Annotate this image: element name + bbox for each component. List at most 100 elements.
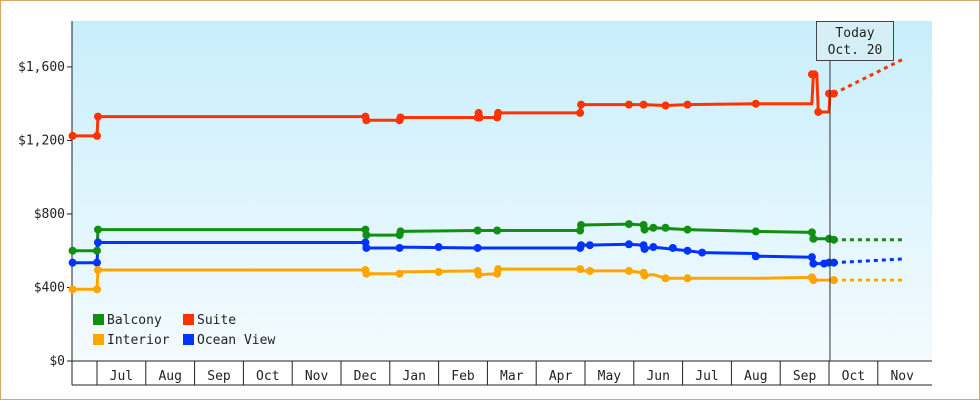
x-tick-label: Jan [402, 369, 425, 384]
data-point-ocean-view [807, 253, 816, 262]
x-tick-label: Apr [549, 369, 573, 384]
data-point-suite [810, 70, 819, 79]
data-point-ocean-view [93, 238, 102, 247]
data-point-suite [93, 112, 102, 121]
data-point-interior [576, 265, 585, 274]
data-point-ocean-view [809, 259, 818, 268]
data-point-balcony [751, 227, 760, 236]
data-point-balcony [68, 246, 77, 255]
data-point-ocean-view [624, 240, 633, 249]
data-point-ocean-view [362, 243, 371, 252]
x-tick-label: Aug [744, 369, 767, 384]
plot-area [72, 21, 932, 361]
legend-label: Interior [107, 333, 170, 348]
x-tick-label: Jun [646, 369, 669, 384]
data-point-suite [494, 108, 503, 117]
data-point-suite [639, 100, 648, 109]
today-label: Today [835, 26, 875, 41]
data-point-interior [624, 266, 633, 275]
y-tick-label: $1,600 [18, 60, 65, 75]
data-point-interior [829, 276, 838, 285]
x-tick-label: Sep [793, 369, 817, 384]
data-point-ocean-view [668, 243, 677, 252]
legend-item-interior[interactable]: Interior [93, 333, 170, 348]
data-point-ocean-view [683, 246, 692, 255]
data-point-balcony [624, 220, 633, 229]
data-point-ocean-view [434, 243, 443, 252]
x-tick-label: Oct [256, 369, 279, 384]
legend-swatch-interior [93, 334, 104, 345]
x-tick-label: Nov [890, 369, 914, 384]
data-point-balcony [649, 223, 658, 232]
data-point-suite [624, 100, 633, 109]
data-point-suite [396, 113, 405, 122]
y-tick-label: $400 [34, 280, 65, 295]
data-point-interior [93, 285, 101, 294]
y-tick-label: $800 [34, 207, 65, 222]
data-point-interior [661, 274, 670, 283]
data-point-interior [362, 269, 371, 278]
data-point-interior [640, 271, 649, 280]
data-point-suite [683, 100, 692, 109]
x-tick-label: Nov [305, 369, 329, 384]
data-point-balcony [829, 235, 838, 244]
y-tick-label: $1,200 [18, 133, 65, 148]
data-point-suite [362, 116, 371, 125]
x-tick-label: Oct [842, 369, 865, 384]
today-date: Oct. 20 [827, 43, 883, 58]
legend-label: Ocean View [197, 333, 276, 348]
data-point-suite [68, 131, 77, 140]
x-tick-label: May [598, 369, 622, 384]
data-point-suite [576, 108, 585, 117]
data-point-interior [434, 267, 443, 276]
data-point-interior [683, 274, 692, 283]
data-point-ocean-view [577, 241, 586, 250]
data-point-balcony [362, 231, 371, 240]
data-point-balcony [577, 221, 586, 229]
data-point-suite [93, 131, 101, 140]
data-point-interior [474, 270, 483, 279]
y-tick-label: $0 [49, 354, 65, 369]
legend-swatch-ocean-view [183, 334, 194, 345]
data-point-suite [814, 107, 823, 116]
data-point-ocean-view [585, 241, 594, 250]
data-point-interior [585, 266, 594, 275]
data-point-balcony [807, 228, 816, 237]
x-tick-label: Jul [110, 369, 133, 384]
legend-swatch-balcony [93, 314, 104, 325]
data-point-ocean-view [93, 258, 101, 267]
data-point-balcony [661, 223, 670, 232]
legend-label: Suite [197, 313, 237, 328]
x-tick-label: Mar [500, 369, 524, 384]
data-point-ocean-view [640, 244, 649, 253]
x-tick-label: Jul [695, 369, 718, 384]
data-point-ocean-view [395, 243, 404, 252]
data-point-interior [68, 285, 77, 294]
data-point-balcony [809, 234, 818, 243]
legend-label: Balcony [107, 313, 162, 328]
data-point-balcony [93, 225, 102, 234]
legend-item-suite[interactable]: Suite [183, 313, 236, 328]
data-point-suite [829, 89, 838, 98]
data-point-ocean-view [698, 248, 707, 257]
data-point-balcony [640, 225, 649, 234]
data-point-interior [395, 269, 404, 278]
data-point-interior [809, 276, 818, 285]
legend-item-ocean-view[interactable]: Ocean View [183, 333, 275, 348]
legend-item-balcony[interactable]: Balcony [93, 313, 162, 328]
data-point-ocean-view [68, 258, 77, 267]
data-point-suite [661, 101, 670, 110]
data-point-balcony [493, 226, 502, 235]
data-point-balcony [396, 227, 405, 236]
data-point-ocean-view [473, 243, 482, 252]
x-tick-label: Dec [354, 369, 377, 384]
data-point-balcony [473, 226, 482, 235]
data-point-suite [751, 99, 760, 108]
legend-swatch-suite [183, 314, 194, 325]
data-point-ocean-view [649, 243, 658, 252]
x-tick-label: Sep [207, 369, 231, 384]
data-point-ocean-view [751, 252, 760, 261]
data-point-interior [494, 265, 503, 274]
series-forecast-ocean-view [833, 257, 903, 265]
